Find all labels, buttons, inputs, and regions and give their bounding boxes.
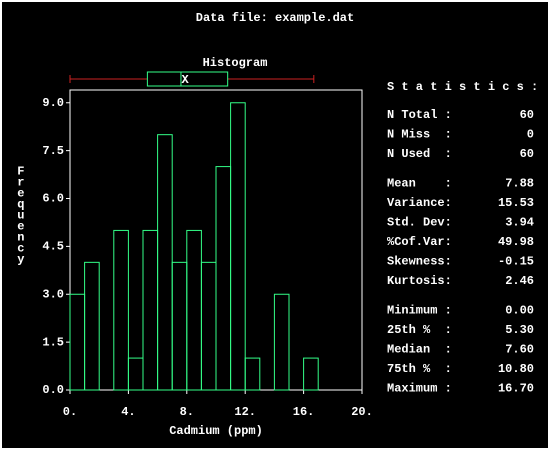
stat-label: Minimum : <box>387 304 452 318</box>
bar <box>84 261 100 391</box>
stat-label: N Used : <box>387 147 452 161</box>
y-tick-label: 1.5 <box>42 335 64 349</box>
y-tick-label: 9.0 <box>42 96 64 110</box>
stat-value: 2.46 <box>505 274 534 288</box>
bar <box>230 102 246 391</box>
stat-label: 25th % : <box>387 323 452 337</box>
stat-value: 7.60 <box>505 343 534 357</box>
bar <box>113 229 129 391</box>
bar <box>273 293 290 391</box>
stat-label: %Cof.Var: <box>387 235 452 249</box>
stat-value: 16.70 <box>498 382 534 396</box>
stat-label: Skewness: <box>387 255 452 269</box>
stat-value: 5.30 <box>505 323 534 337</box>
stat-value: 15.53 <box>498 196 534 210</box>
stat-label: N Total : <box>387 108 452 122</box>
y-tick-label: 7.5 <box>42 144 64 158</box>
stat-label: N Miss : <box>387 128 452 142</box>
x-tick-label: 16. <box>293 405 315 419</box>
y-tick-label: 6.0 <box>42 192 64 206</box>
stat-value: 49.98 <box>498 235 534 249</box>
stat-label: Median : <box>387 343 452 357</box>
mean-marker: X <box>181 73 189 87</box>
stat-value: 60 <box>520 147 534 161</box>
stat-label: Mean : <box>387 177 452 191</box>
stats-title: S t a t i s t i c s : <box>387 80 538 94</box>
y-tick-label: 4.5 <box>42 240 64 254</box>
y-tick-label: 0.0 <box>42 383 64 397</box>
x-tick-label: 8. <box>180 405 194 419</box>
bar <box>244 357 261 391</box>
stat-label: Std. Dev: <box>387 216 452 230</box>
x-tick-label: 20. <box>351 405 373 419</box>
stat-value: 0 <box>527 128 534 142</box>
x-axis-label: Cadmium (ppm) <box>169 424 263 438</box>
stat-label: Kurtosis: <box>387 274 452 288</box>
stat-value: 0.00 <box>505 304 534 318</box>
x-tick-label: 4. <box>121 405 135 419</box>
bar <box>303 357 319 391</box>
chart-title: Histogram <box>203 56 268 70</box>
stat-value: 7.88 <box>505 177 534 191</box>
stat-label: Variance: <box>387 196 452 210</box>
stat-value: 60 <box>520 108 534 122</box>
stat-label: Maximum : <box>387 382 452 396</box>
y-tick-label: 3.0 <box>42 287 64 301</box>
file-title: Data file: example.dat <box>196 11 354 25</box>
y-axis-label: Frequency <box>14 165 28 266</box>
stat-label: 75th % : <box>387 362 452 376</box>
stat-value: 3.94 <box>505 216 534 230</box>
x-tick-label: 12. <box>234 405 256 419</box>
x-tick-label: 0. <box>63 405 77 419</box>
stat-value: 10.80 <box>498 362 534 376</box>
box <box>146 71 229 87</box>
stat-value: -0.15 <box>498 255 534 269</box>
